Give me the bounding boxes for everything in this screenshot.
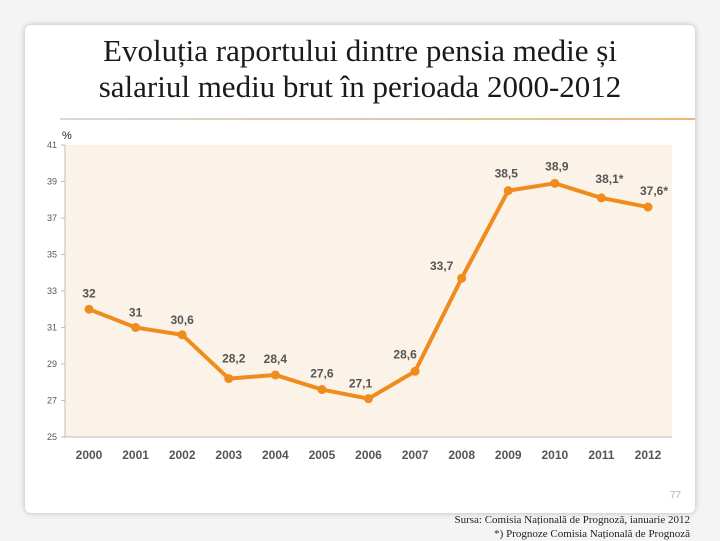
data-label: 38,9 [545, 159, 569, 173]
x-tick-label: 2006 [355, 448, 382, 462]
data-label: 30,6 [170, 313, 194, 327]
data-point [224, 374, 234, 384]
y-tick-label: 29 [47, 359, 57, 369]
y-tick-label: 25 [47, 432, 57, 442]
x-tick-label: 2002 [169, 448, 196, 462]
data-point [410, 366, 420, 376]
source-line-2: *) Prognoze Comisia Națională de Prognoz… [494, 528, 690, 540]
data-label: 28,2 [222, 352, 246, 366]
y-tick-label: 41 [47, 140, 57, 150]
data-label: 33,7 [430, 259, 454, 273]
x-tick-label: 2012 [635, 448, 662, 462]
y-tick-label: 35 [47, 250, 57, 260]
data-label: 27,6 [310, 367, 334, 381]
data-point [457, 273, 467, 283]
data-label: 27,1 [349, 377, 373, 391]
data-label: 37,6* [640, 184, 668, 198]
chart-title: Evoluția raportului dintre pensia medie … [25, 33, 695, 105]
title-line-1: Evoluția raportului dintre pensia medie … [103, 33, 617, 68]
x-tick-label: 2007 [402, 448, 429, 462]
y-tick-label: 39 [47, 177, 57, 187]
y-tick-label: 27 [47, 396, 57, 406]
data-point [503, 186, 513, 196]
y-tick-label: 33 [47, 286, 57, 296]
data-point [317, 385, 327, 395]
x-tick-label: 2001 [122, 448, 149, 462]
x-tick-label: 2008 [448, 448, 475, 462]
data-point [596, 193, 606, 203]
title-line-2: salariul mediu brut în perioada 2000-201… [98, 69, 622, 104]
y-tick-label: 31 [47, 323, 57, 333]
data-label: 38,5 [495, 167, 519, 181]
source-note: Sursa: Comisia Națională de Prognoză, ia… [454, 513, 690, 541]
x-tick-label: 2010 [541, 448, 568, 462]
data-point [177, 330, 187, 340]
x-tick-label: 2009 [495, 448, 522, 462]
data-label: 31 [129, 306, 143, 320]
data-point [131, 323, 141, 332]
y-tick-label: 37 [47, 213, 57, 223]
data-point [550, 178, 560, 188]
title-divider [60, 118, 695, 120]
x-tick-label: 2011 [588, 448, 614, 462]
data-label: 28,6 [393, 347, 417, 361]
source-line-1: Sursa: Comisia Națională de Prognoză, ia… [454, 514, 690, 526]
x-tick-label: 2003 [215, 448, 242, 462]
page-number: 77 [670, 490, 682, 501]
x-tick-label: 2000 [76, 448, 103, 462]
x-tick-label: 2004 [262, 448, 289, 462]
data-label: 28,4 [264, 352, 288, 366]
data-point [643, 202, 653, 212]
plot-area [65, 145, 672, 437]
data-label: 32 [82, 286, 96, 300]
x-tick-label: 2005 [309, 448, 336, 462]
y-axis-label: % [62, 130, 72, 142]
data-label: 38,1* [595, 172, 623, 186]
data-point [364, 394, 373, 404]
data-point [270, 370, 280, 380]
data-point [84, 304, 94, 314]
